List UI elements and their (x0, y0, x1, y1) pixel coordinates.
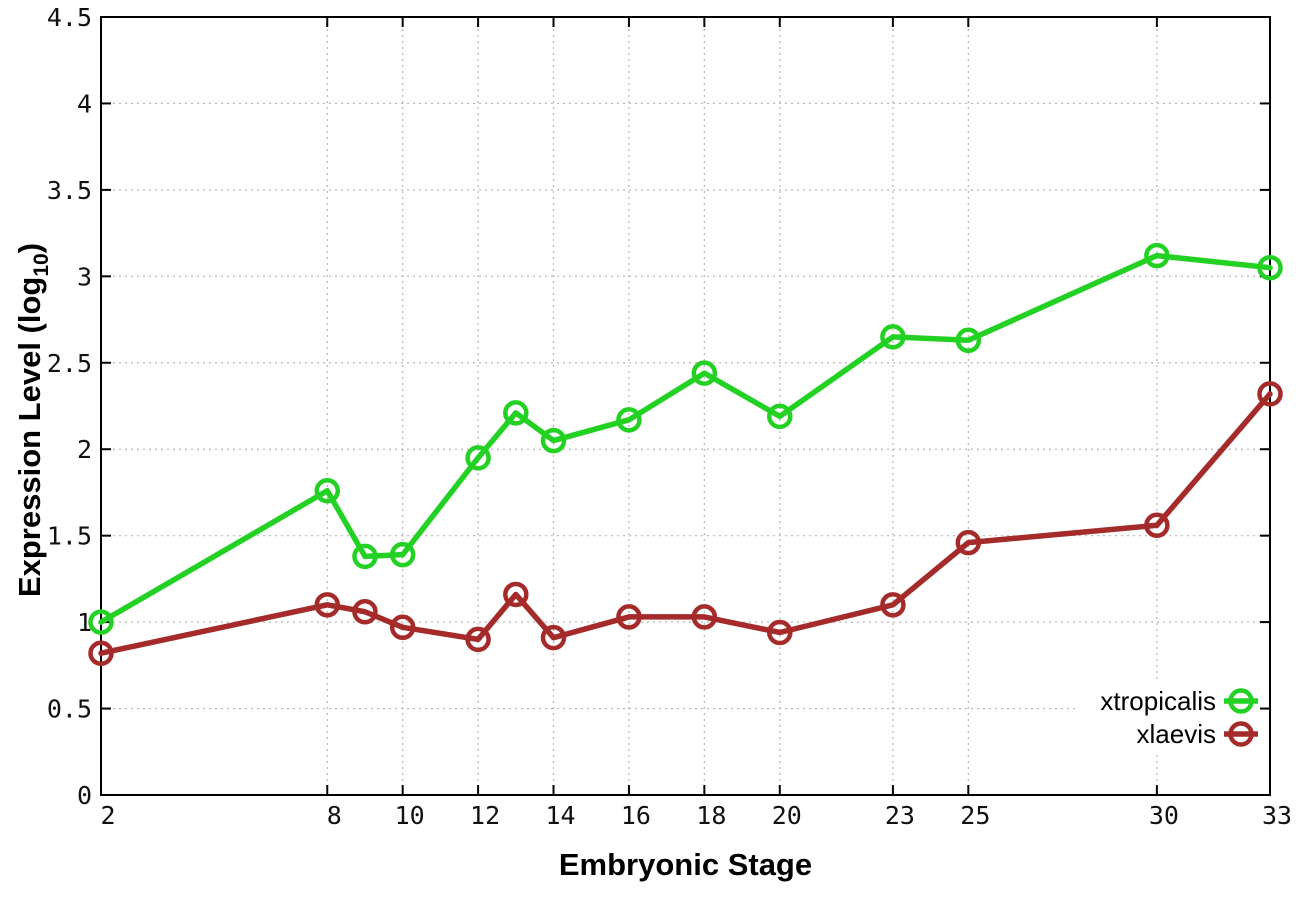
x-tick-label: 10 (395, 801, 425, 830)
marker-xtropicalis-2 (88, 609, 114, 635)
marker-xlaevis-9 (352, 598, 378, 625)
marker-xtropicalis-20 (767, 403, 793, 430)
x-tick-label: 16 (621, 801, 651, 830)
x-tick-label: 18 (696, 801, 726, 830)
marker-xlaevis-13 (503, 581, 529, 608)
marker-xlaevis-33 (1257, 381, 1283, 407)
x-axis-label: Embryonic Stage (559, 847, 812, 882)
x-tick-label: 33 (1262, 801, 1292, 830)
marker-xlaevis-30 (1144, 512, 1170, 539)
marker-xtropicalis-30 (1144, 242, 1170, 269)
marker-xtropicalis-16 (616, 407, 642, 433)
marker-xlaevis-2 (88, 640, 114, 666)
marker-xlaevis-23 (880, 592, 906, 618)
y-axis-label: Expression Level (log10) (12, 243, 53, 597)
x-tick-label: 8 (327, 801, 342, 830)
y-tick-label: 2.5 (47, 349, 92, 378)
y-tick-label: 4 (77, 89, 92, 118)
plot-border (100, 16, 1271, 796)
marker-xtropicalis-13 (503, 400, 529, 426)
legend-label-xlaevis: xlaevis (1137, 719, 1216, 749)
x-tick-label: 2 (100, 801, 115, 830)
legend-label-xtropicalis: xtropicalis (1100, 686, 1216, 716)
y-tick-label: 4.5 (47, 3, 92, 32)
marker-xtropicalis-12 (465, 445, 491, 471)
x-tick-label: 12 (470, 801, 500, 830)
marker-xtropicalis-9 (352, 543, 378, 570)
y-tick-label: 3 (77, 262, 92, 291)
y-tick-label: 3.5 (47, 176, 92, 205)
y-tick-label: 2 (77, 435, 92, 464)
y-tick-label: 1 (77, 608, 92, 637)
marker-xtropicalis-33 (1257, 254, 1283, 281)
marker-xlaevis-20 (767, 619, 793, 646)
marker-xlaevis-16 (616, 604, 642, 630)
marker-xlaevis-10 (389, 614, 416, 641)
marker-xtropicalis-23 (880, 324, 906, 350)
marker-xlaevis-18 (691, 604, 718, 630)
marker-xtropicalis-8 (314, 477, 341, 504)
y-tick-label: 0.5 (47, 695, 92, 724)
y-tick-label: 1.5 (47, 522, 92, 551)
marker-xlaevis-25 (955, 529, 982, 556)
series-line-xtropicalis (98, 252, 1273, 625)
marker-xlaevis-8 (314, 592, 341, 618)
series-line-xlaevis (98, 391, 1273, 656)
marker-xlaevis-14 (540, 624, 567, 651)
x-tick-label: 25 (960, 801, 990, 830)
x-tick-label: 30 (1149, 801, 1179, 830)
marker-xtropicalis-18 (691, 360, 718, 386)
x-tick-label: 23 (885, 801, 915, 830)
marker-xtropicalis-14 (540, 427, 567, 454)
marker-xtropicalis-25 (955, 327, 982, 354)
legend-sample-marker-xlaevis (1228, 721, 1254, 747)
y-tick-label: 0 (77, 781, 92, 810)
marker-xtropicalis-10 (389, 541, 416, 568)
x-tick-label: 14 (545, 801, 575, 830)
legend-sample-marker-xtropicalis (1228, 688, 1254, 714)
x-tick-label: 20 (772, 801, 802, 830)
marker-xlaevis-12 (465, 626, 491, 653)
